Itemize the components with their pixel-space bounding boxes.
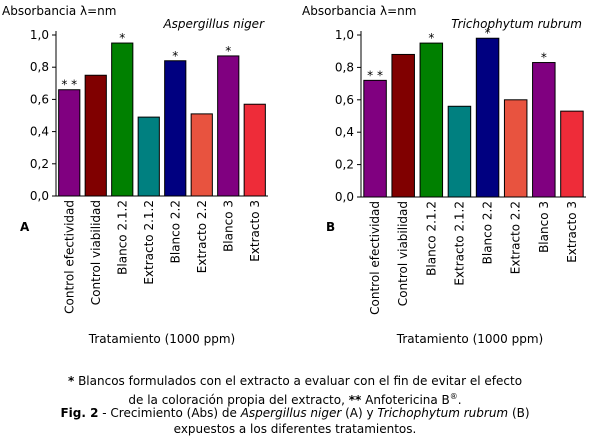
panel-b-category-label: Extracto 2.1.2 xyxy=(452,201,466,286)
caption-text-2-end: . xyxy=(457,393,462,407)
figure-label: Fig. 2 xyxy=(60,406,99,420)
panel-a-bar xyxy=(243,103,266,197)
caption-text-2a: de la coloración propia del extracto, xyxy=(128,393,349,407)
caption-species-a: Aspergillus niger xyxy=(240,406,342,420)
panel-a-bar xyxy=(137,116,160,197)
panel-b-category-label: Blanco 2.1.2 xyxy=(424,201,438,276)
panel-b-y-tick-label: 0,4 xyxy=(335,125,354,139)
caption-line-3: Fig. 2 - Crecimiento (Abs) de Aspergillu… xyxy=(0,405,590,421)
caption-line-4: expuestos a los diferentes tratamientos. xyxy=(0,421,590,437)
panel-a-bar-annotation: * xyxy=(172,49,178,63)
panel-a-y-axis-label: Absorbancia λ=nm xyxy=(2,4,116,18)
panel-b-letter: B xyxy=(326,220,335,234)
panel-b-y-tick-label: 1,0 xyxy=(335,28,354,42)
panel-a-category-label: Control efectividad xyxy=(62,200,76,314)
panel-a-y-tick-label: 0,0 xyxy=(30,189,49,203)
panel-b-bar-annotation: * * xyxy=(367,68,383,82)
panel-a-bar xyxy=(58,89,81,197)
panel-a-bar xyxy=(190,113,213,197)
panel-a-y-tick-label: 0,2 xyxy=(30,157,49,171)
caption-line-2: de la coloración propia del extracto, **… xyxy=(0,389,590,408)
caption-species-b: Trichophytum rubrum xyxy=(377,406,509,420)
panel-b-category-label: Extracto 3 xyxy=(565,201,579,263)
panel-b-y-tick-label: 0,0 xyxy=(335,190,354,204)
panel-a-y-tick-label: 0,4 xyxy=(30,125,49,139)
panel-b-bar xyxy=(419,42,444,198)
panel-b-bar xyxy=(503,99,528,198)
panel-b-bar xyxy=(532,62,556,198)
caption-star: * xyxy=(67,374,75,388)
panel-a-bar xyxy=(84,74,107,197)
panel-b-bar-annotation: * xyxy=(541,51,547,65)
panel-b-bar-annotation: * xyxy=(428,31,434,45)
panel-b-category-label: Extracto 2.2 xyxy=(509,201,523,274)
panel-b-y-tick-label: 0,8 xyxy=(335,60,354,74)
caption-text-1: Blancos formulados con el extracto a eva… xyxy=(74,374,523,388)
panel-b-category-label: Control viabilidad xyxy=(396,201,410,306)
panel-b-bar xyxy=(391,53,415,198)
panel-b-x-axis-label: Tratamiento (1000 ppm) xyxy=(396,332,543,346)
panel-a-category-label: Control viabilidad xyxy=(89,200,103,305)
panel-a-y-tick-label: 1,0 xyxy=(30,28,49,42)
panel-b-y-tick-label: 0,6 xyxy=(335,93,354,107)
caption-double-star: ** xyxy=(348,393,362,407)
caption-text-3a: - Crecimiento (Abs) de xyxy=(98,406,241,420)
panel-a-title: Aspergillus niger xyxy=(162,17,265,31)
panel-a-letter: A xyxy=(20,220,30,234)
panel-a-category-label: Blanco 2.2 xyxy=(168,200,182,263)
panel-a-category-label: Extracto 2.2 xyxy=(195,200,209,273)
panel-a-bar xyxy=(111,42,134,197)
caption-registered-mark: ® xyxy=(449,392,458,401)
caption-text-2b: Anfotericina B xyxy=(361,393,450,407)
panel-a-category-label: Extracto 3 xyxy=(248,200,262,262)
panel-b-category-label: Blanco 2.2 xyxy=(481,201,495,264)
panel-b-y-axis-label: Absorbancia λ=nm xyxy=(302,4,416,18)
panel-a-bar-annotation: * xyxy=(225,44,231,58)
panel-a-y-tick-label: 0,8 xyxy=(30,60,49,74)
panel-a-bar xyxy=(217,55,240,197)
panel-b-category-label: Blanco 3 xyxy=(537,201,551,253)
panel-a-x-axis-label: Tratamiento (1000 ppm) xyxy=(88,332,235,346)
panel-b-y-tick-label: 0,2 xyxy=(335,158,354,172)
caption-text-3c: (B) xyxy=(508,406,530,420)
panel-b-bar xyxy=(560,110,584,198)
caption-text-3b: (A) y xyxy=(341,406,378,420)
panel-a-bar-annotation: * * xyxy=(61,78,77,92)
panel-a-y-tick-label: 0,6 xyxy=(30,92,49,106)
caption-text-4: expuestos a los diferentes tratamientos. xyxy=(173,422,417,436)
panel-a-category-label: Blanco 2.1.2 xyxy=(115,200,129,275)
panel-b-bar-annotation: * xyxy=(485,26,491,40)
panel-a-category-label: Extracto 2.1.2 xyxy=(142,200,156,285)
panel-a-bar-annotation: * xyxy=(119,31,125,45)
caption-line-1: * Blancos formulados con el extracto a e… xyxy=(0,373,590,389)
panel-b-title: Trichophytum rubrum xyxy=(451,17,582,31)
panel-a-category-label: Blanco 3 xyxy=(221,200,235,252)
panel-b-bar xyxy=(363,79,387,198)
panel-a-bar xyxy=(164,60,187,197)
panel-b-category-label: Control efectividad xyxy=(368,201,382,315)
panel-b-bar xyxy=(475,37,500,198)
panel-b-bar xyxy=(447,105,472,198)
